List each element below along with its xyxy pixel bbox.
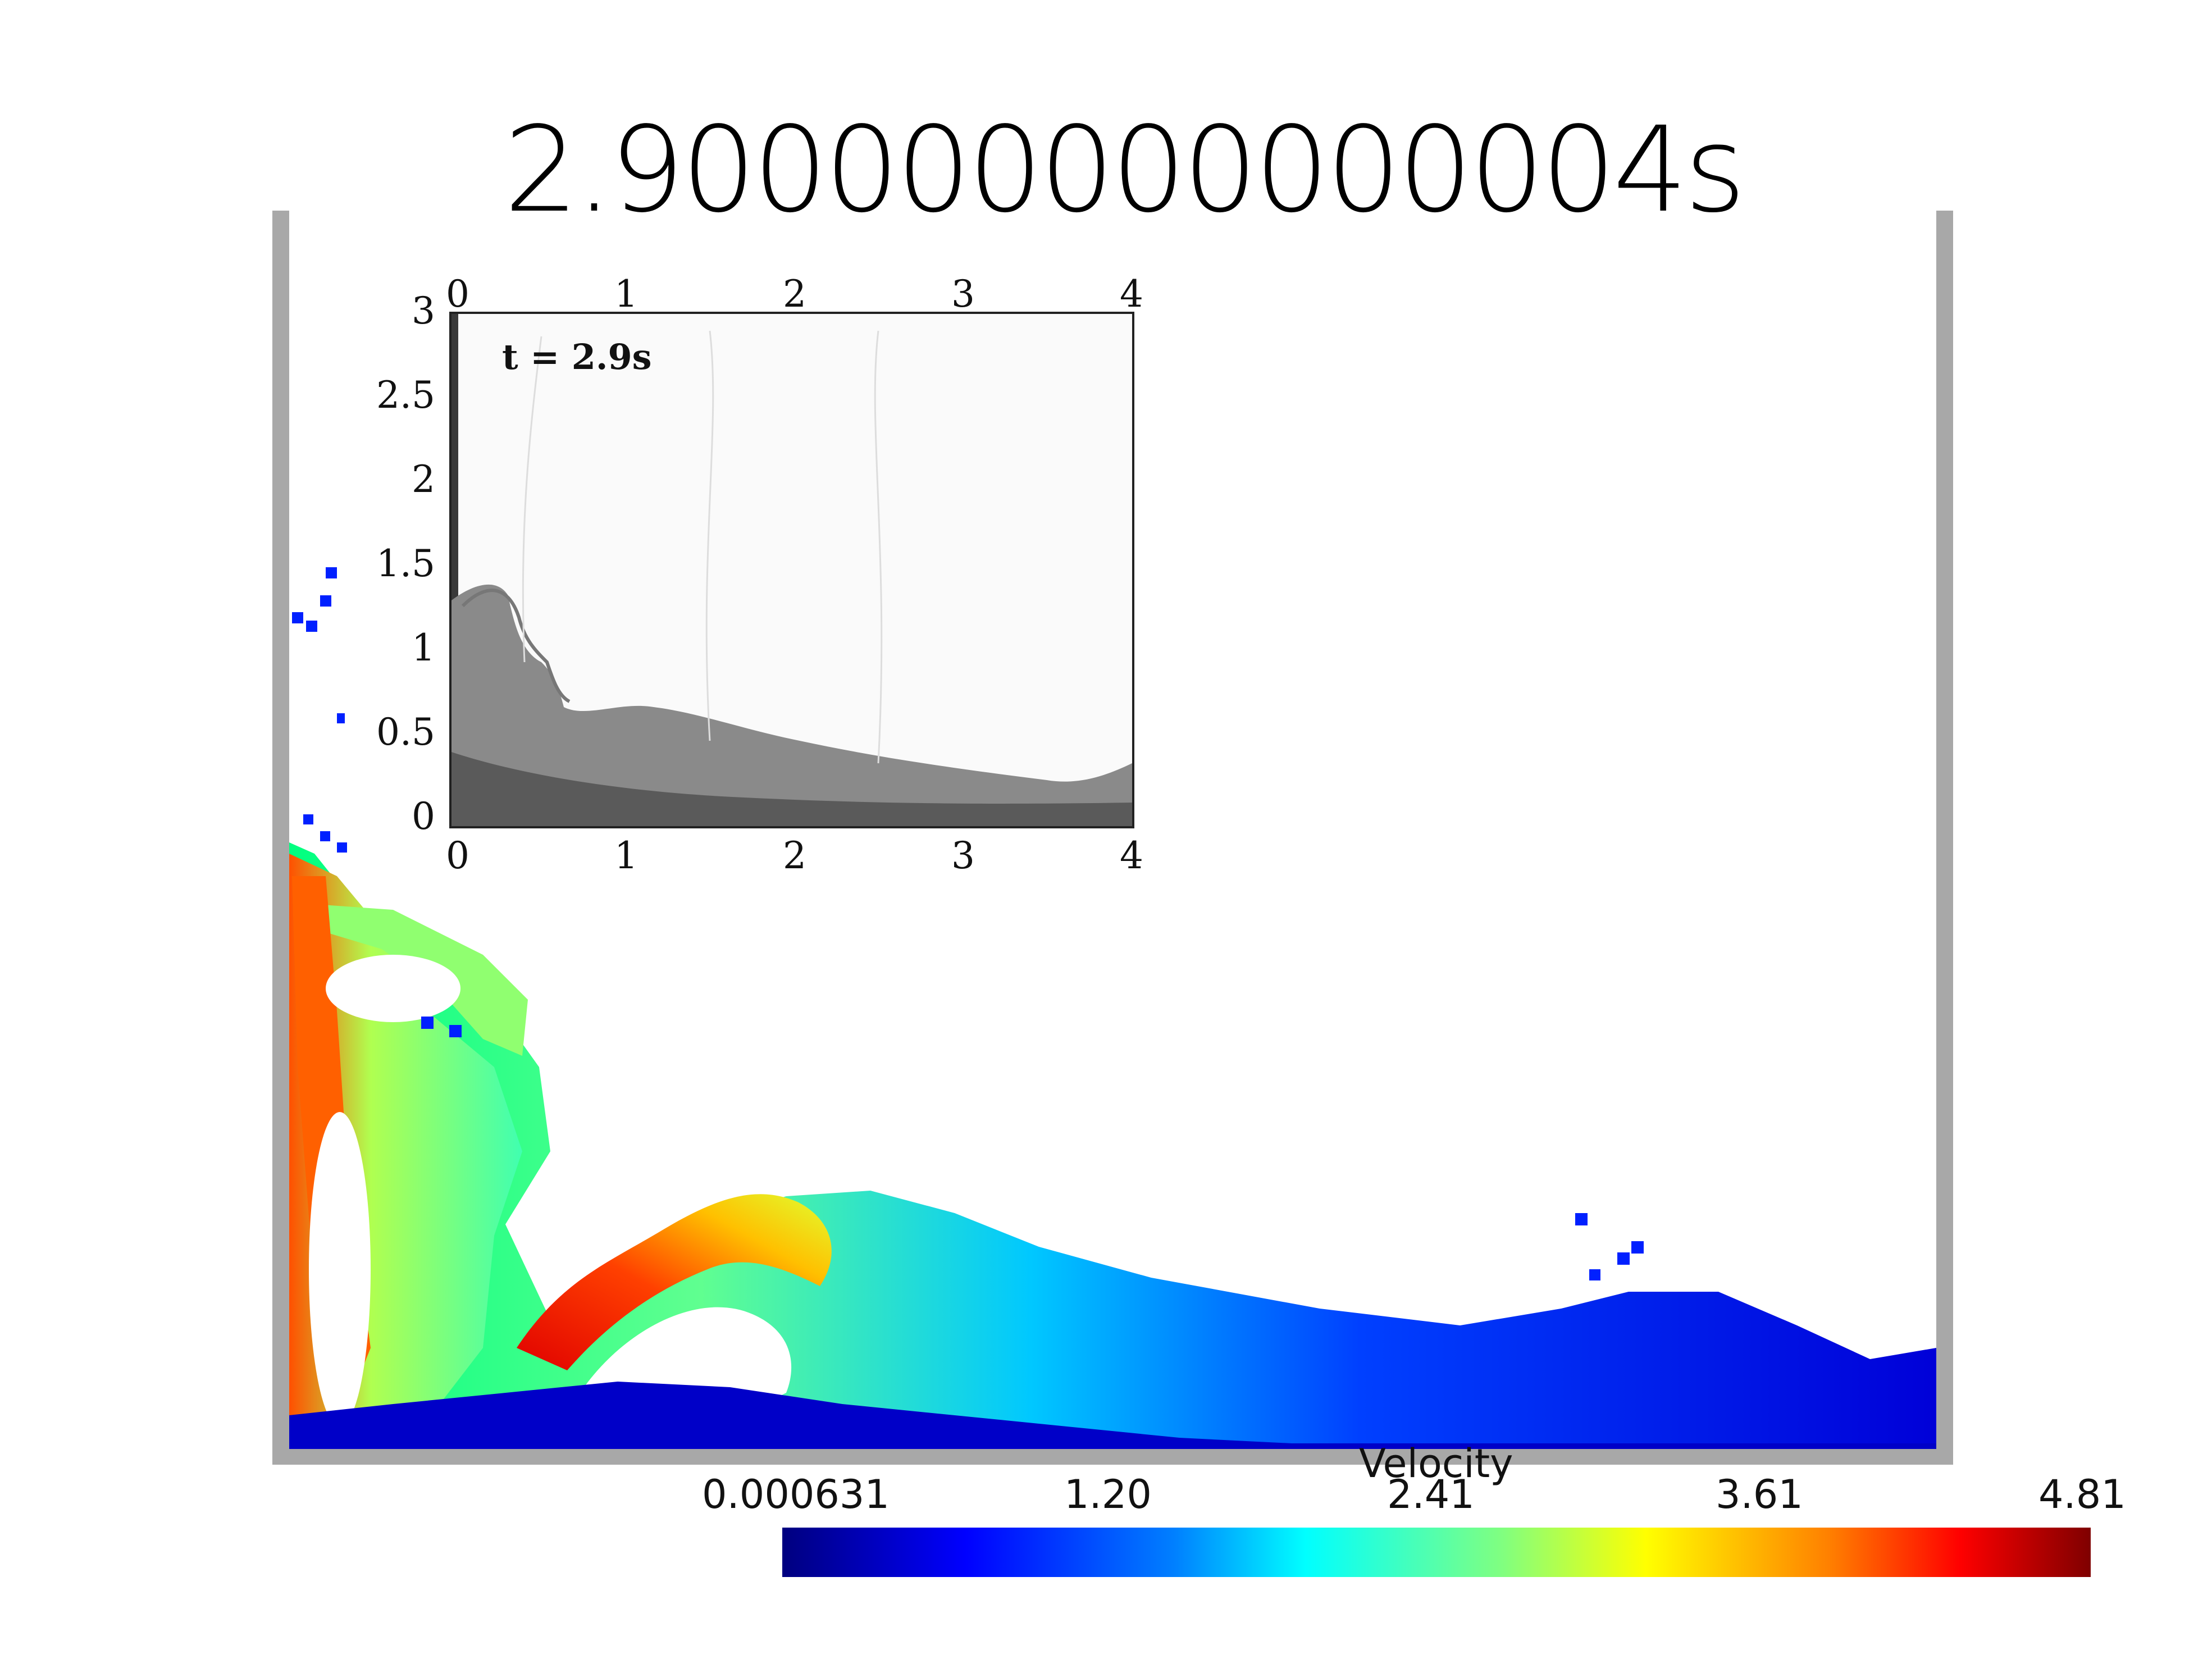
inset-y-tick: 0.5 [376, 710, 435, 754]
air-cavity-upper [326, 955, 460, 1022]
colorbar-tick: 4.81 [2038, 1471, 2126, 1517]
inset-y-tick: 2 [412, 458, 435, 501]
simulation-time-title: 2.900000000000004s [504, 101, 1746, 239]
colorbar-tick: 2.41 [1387, 1471, 1475, 1517]
fluid-breaking-crest [517, 1194, 832, 1370]
inset-y-tick: 1 [412, 626, 435, 669]
colorbar-tick: 1.20 [1064, 1471, 1152, 1517]
colorbar-tick: 0.000631 [702, 1471, 890, 1517]
air-cavity-left [309, 1112, 371, 1427]
inset-y-tick: 1.5 [376, 542, 435, 585]
fluid-upper-jet [314, 904, 528, 1056]
tank-wall-right [1936, 211, 1953, 1463]
inset-x-tick: 2 [783, 834, 806, 877]
inset-y-tick: 0 [412, 795, 435, 838]
tank-floor [272, 1449, 1953, 1465]
inset-y-tick: 2.5 [376, 373, 435, 417]
reference-inset-plot: t = 2.9s 3 2.5 2 1.5 1 0.5 0 0 1 2 3 4 0… [376, 272, 1143, 877]
colorbar-title: Velocity [1359, 1441, 1513, 1487]
inset-time-label: t = 2.9s [502, 336, 652, 377]
inset-x-tick-top: 2 [783, 272, 806, 316]
inset-x-tick-top: 0 [446, 272, 469, 316]
tank-wall-left [272, 211, 289, 1463]
inset-frame: t = 2.9s [449, 312, 1134, 828]
fluid-main-body [289, 842, 1936, 1449]
inset-x-tick: 3 [951, 834, 975, 877]
fluid-particles [289, 567, 1936, 1449]
inset-x-tick: 0 [446, 834, 469, 877]
fluid-floor-layer [289, 1382, 1936, 1449]
colorbar-tick: 3.61 [1716, 1471, 1803, 1517]
inset-y-tick: 3 [412, 289, 435, 332]
inset-x-tick-top: 3 [951, 272, 975, 316]
spray-droplets [292, 567, 1644, 1280]
inset-x-tick: 4 [1120, 834, 1143, 877]
inset-x-tick-top: 4 [1120, 272, 1143, 316]
inset-reference-image [451, 314, 1132, 826]
inset-x-tick: 1 [614, 834, 638, 877]
inset-x-tick-top: 1 [614, 272, 638, 316]
colorbar-gradient [782, 1528, 2091, 1577]
